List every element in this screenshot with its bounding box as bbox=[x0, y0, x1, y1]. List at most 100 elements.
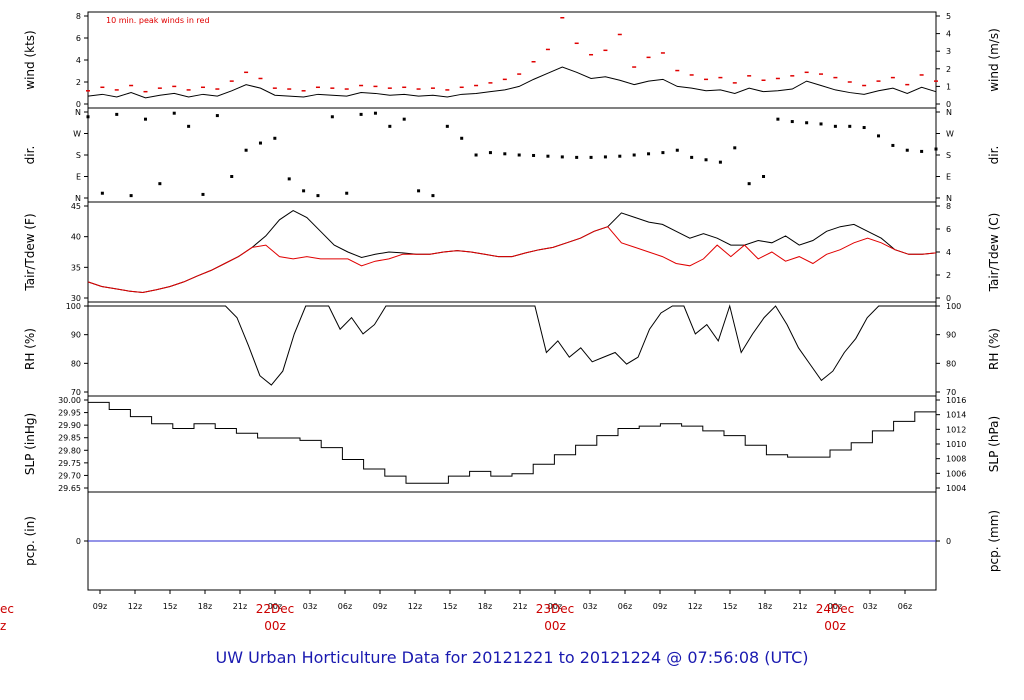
direction-point bbox=[546, 154, 550, 158]
left-tick-label: 80 bbox=[71, 359, 81, 368]
x-tick-label: 21z bbox=[233, 602, 247, 611]
x-tick-label: 15z bbox=[723, 602, 737, 611]
direction-point bbox=[417, 189, 421, 193]
left-tick-label: S bbox=[76, 151, 81, 160]
left-tick-label: N bbox=[75, 194, 81, 203]
right-tick-label: E bbox=[946, 173, 951, 182]
direction-point bbox=[704, 158, 708, 162]
right-tick-label: 0 bbox=[946, 294, 951, 303]
left-tick-label: 29.70 bbox=[58, 471, 81, 480]
direction-point bbox=[402, 117, 406, 121]
right-tick-label: 0 bbox=[946, 100, 951, 109]
direction-point bbox=[589, 155, 593, 159]
direction-point bbox=[575, 155, 579, 159]
day-label-time: 00z bbox=[544, 619, 566, 633]
chart-footer-title: UW Urban Horticulture Data for 20121221 … bbox=[215, 648, 809, 667]
right-axis-title: SLP (hPa) bbox=[987, 416, 1001, 472]
direction-point bbox=[618, 154, 622, 158]
series-line-slp bbox=[88, 401, 937, 484]
direction-point bbox=[100, 191, 104, 195]
panel-wind: 0 2 4 6 8 0 1 2 3 4 5 wind (kts) wind (m/s) 10 min. p… bbox=[23, 11, 1001, 109]
right-tick-label: 5 bbox=[946, 12, 951, 21]
direction-point bbox=[790, 120, 794, 124]
direction-point bbox=[86, 115, 90, 119]
panel-slp: 29.65 29.70 29.75 29.80 29.85 29.90 29.95 30.00… bbox=[23, 395, 1001, 493]
direction-point bbox=[805, 121, 809, 125]
right-tick-label: 90 bbox=[946, 331, 956, 340]
left-axis-title: RH (%) bbox=[23, 328, 37, 370]
right-axis-title: pcp. (mm) bbox=[987, 510, 1001, 572]
direction-point bbox=[603, 155, 607, 159]
direction-point bbox=[632, 153, 636, 157]
left-tick-label: 30.00 bbox=[58, 396, 81, 405]
right-tick-label: S bbox=[946, 151, 951, 160]
series-line-wind-speed bbox=[87, 66, 937, 99]
panel-rh: 70 80 90 100 70 80 90 100 RH (%) RH (%) bbox=[23, 301, 1001, 397]
left-axis-title: dir. bbox=[23, 146, 37, 165]
left-tick-label: N bbox=[75, 108, 81, 117]
left-tick-label: 45 bbox=[71, 202, 81, 211]
x-tick-label: 03z bbox=[303, 602, 317, 611]
panel-temperature: 30 35 40 45 0 2 4 6 8 Tair/Tdew (F) Tair/Tdew (C) bbox=[23, 201, 1001, 303]
right-tick-label: 1012 bbox=[946, 425, 966, 434]
left-tick-label: 90 bbox=[71, 331, 81, 340]
left-tick-label: 29.90 bbox=[58, 421, 81, 430]
direction-point bbox=[905, 148, 909, 152]
right-tick-label: 1008 bbox=[946, 455, 966, 464]
right-axis-title: Tair/Tdew (C) bbox=[987, 213, 1001, 293]
left-tick-label: 30 bbox=[71, 294, 81, 303]
direction-point bbox=[733, 146, 737, 150]
right-tick-label: 1016 bbox=[946, 396, 966, 405]
x-tick-label: 00z bbox=[828, 602, 842, 611]
panel-frame bbox=[87, 301, 937, 397]
right-tick-label: 70 bbox=[946, 388, 956, 397]
x-tick-label: 03z bbox=[863, 602, 877, 611]
right-tick-label: 0 bbox=[946, 537, 951, 546]
direction-point bbox=[115, 112, 119, 116]
left-tick-label: 100 bbox=[66, 302, 81, 311]
x-tick-label: 21z bbox=[793, 602, 807, 611]
left-axis-title: SLP (inHg) bbox=[23, 413, 37, 475]
day-label-time: 00z bbox=[824, 619, 846, 633]
panel-frame bbox=[87, 395, 937, 493]
left-axis-title: pcp. (in) bbox=[23, 516, 37, 566]
x-tick-label: 18z bbox=[478, 602, 492, 611]
direction-point bbox=[877, 134, 881, 138]
day-label-date: 23Dec bbox=[536, 602, 575, 616]
direction-point bbox=[460, 136, 464, 140]
left-tick-label: 29.85 bbox=[58, 434, 81, 443]
right-tick-label: 1014 bbox=[946, 411, 966, 420]
left-tick-label: 0 bbox=[76, 100, 81, 109]
right-tick-label: N bbox=[946, 194, 952, 203]
left-tick-label: 8 bbox=[76, 12, 81, 21]
day-label-date: 24Dec bbox=[816, 602, 855, 616]
x-tick-label: 18z bbox=[198, 602, 212, 611]
direction-point bbox=[776, 117, 780, 121]
x-tick-label: 15z bbox=[163, 602, 177, 611]
panel-frame bbox=[87, 11, 937, 109]
direction-point bbox=[158, 182, 162, 186]
series-line-tdew bbox=[87, 226, 937, 293]
right-tick-label: 1 bbox=[946, 82, 951, 91]
direction-point bbox=[762, 175, 766, 178]
right-tick-label: 80 bbox=[946, 359, 956, 368]
left-axis-title: Tair/Tdew (F) bbox=[23, 213, 37, 291]
direction-point bbox=[431, 194, 435, 198]
right-tick-label: 4 bbox=[946, 30, 951, 39]
right-axis-title: RH (%) bbox=[987, 328, 1001, 370]
direction-point bbox=[560, 155, 564, 159]
direction-point bbox=[244, 148, 248, 152]
x-tick-label: 06z bbox=[338, 602, 352, 611]
day-label-date: 22Dec bbox=[256, 602, 295, 616]
direction-point bbox=[129, 194, 133, 198]
direction-point bbox=[934, 147, 938, 151]
right-tick-label: 100 bbox=[946, 302, 961, 311]
x-tick-label: 06z bbox=[898, 602, 912, 611]
x-tick-label: 09z bbox=[93, 602, 107, 611]
direction-point bbox=[287, 177, 291, 181]
left-tick-label: 29.80 bbox=[58, 446, 81, 455]
direction-point bbox=[503, 152, 507, 156]
direction-point bbox=[330, 115, 334, 119]
direction-point bbox=[819, 122, 823, 126]
